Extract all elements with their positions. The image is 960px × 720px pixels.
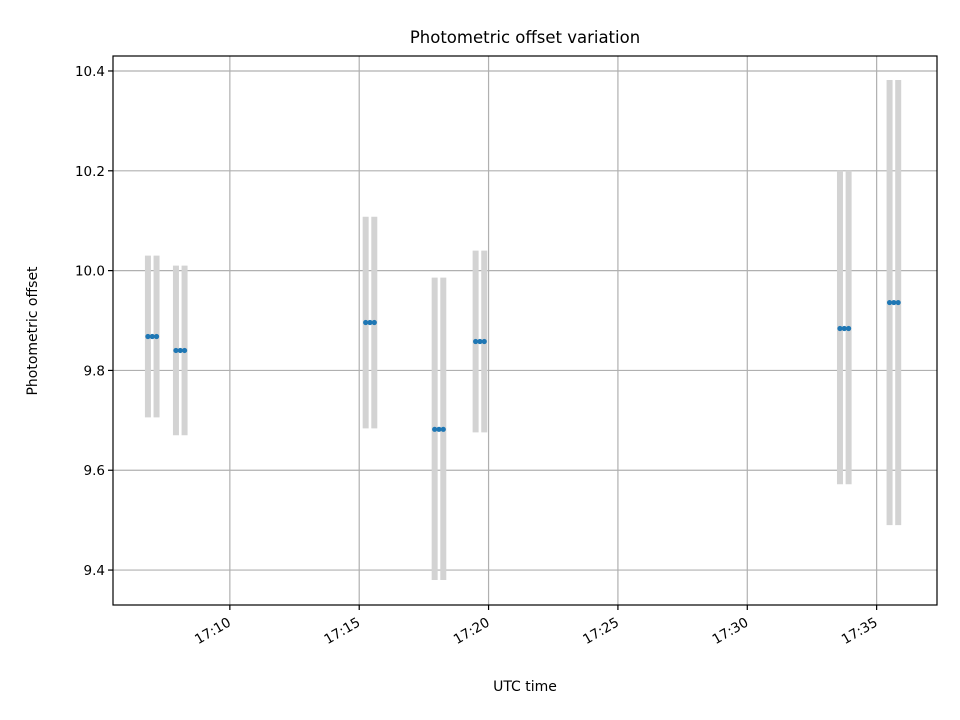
x-axis: 17:10 17:15 17:20 17:25 17:30 17:35 [192,605,881,648]
point-marker [891,299,897,306]
y-tick-label: 9.4 [84,563,105,579]
point-marker [440,426,446,432]
x-tick-label: 17:20 [451,615,493,648]
point-marker [432,426,438,432]
y-axis-label: Photometric offset [25,266,41,396]
data-point [886,79,902,526]
point-marker [177,347,183,354]
data-point [362,216,378,429]
point-marker [837,325,843,332]
point-marker [371,319,377,326]
point-marker [846,325,852,332]
point-marker [145,333,151,340]
point-marker [895,299,901,306]
chart-title: Photometric offset variation [410,28,640,47]
point-marker [367,319,373,326]
point-marker [841,325,847,332]
point-marker [477,338,483,345]
point-marker [473,338,479,345]
x-axis-label: UTC time [493,679,557,695]
point-marker [149,333,155,340]
y-tick-label: 9.6 [84,463,105,479]
data-series [144,79,902,581]
point-marker [181,347,188,354]
y-axis: 9.4 9.6 9.8 10.0 10.2 10.4 [75,64,113,579]
point-marker [436,426,442,432]
x-tick-label: 17:15 [322,615,364,648]
data-point [472,250,488,433]
point-marker [363,319,369,326]
y-tick-label: 10.2 [75,164,105,180]
point-marker [173,347,179,354]
point-marker [153,333,160,340]
x-tick-label: 17:35 [839,615,881,648]
y-tick-label: 10.4 [75,64,105,80]
y-tick-label: 9.8 [84,363,105,379]
plot-frame [112,55,938,606]
point-marker [481,338,487,345]
data-point [836,170,852,485]
data-point [144,255,160,418]
grid [113,56,937,605]
x-tick-label: 17:30 [710,615,752,648]
data-point [172,265,188,436]
y-tick-label: 10.0 [75,264,105,280]
x-tick-label: 17:25 [580,615,622,648]
x-tick-label: 17:10 [192,615,234,648]
point-marker [886,299,893,306]
data-point [431,277,447,581]
